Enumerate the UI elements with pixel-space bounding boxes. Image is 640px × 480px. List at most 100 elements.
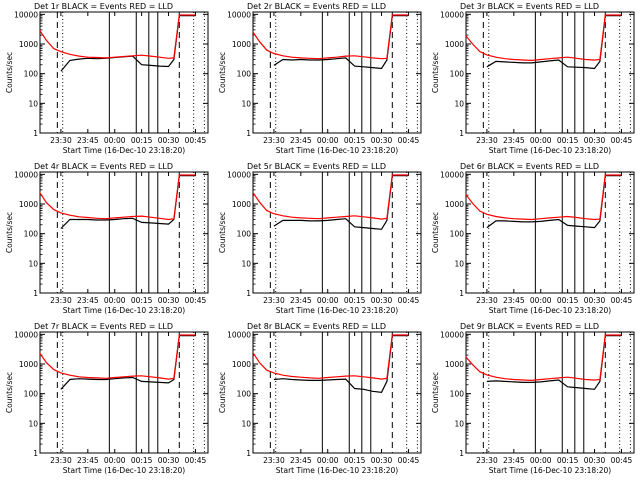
chart-panel-det-8r: Det 8r BLACK = Events RED = LLD 1 10 100 100…	[213, 320, 426, 480]
x-tick-label: 23:30	[263, 136, 285, 145]
series-line-events	[486, 175, 622, 229]
x-tick-label: 00:45	[611, 296, 633, 305]
x-tick-label: 00:30	[158, 296, 180, 305]
chart-panel-det-3r: Det 3r BLACK = Events RED = LLD 1 10 100 100…	[426, 0, 639, 160]
series-line-lld	[466, 14, 622, 62]
y-tick-label: 1000	[232, 40, 251, 49]
x-tick-label: 00:45	[185, 296, 207, 305]
x-tick-label: 00:00	[317, 296, 339, 305]
x-tick-label: 00:00	[530, 136, 552, 145]
x-tick-label: 00:00	[317, 456, 339, 465]
x-tick-label: 23:30	[476, 136, 498, 145]
x-tick-label: 00:30	[158, 456, 180, 465]
series-line-lld	[466, 334, 622, 382]
plot-frame	[465, 11, 635, 134]
x-tick-label: 00:30	[371, 136, 393, 145]
y-tick-label: 100	[450, 70, 465, 79]
y-tick-label: 1	[33, 289, 38, 298]
series-line-events	[486, 15, 622, 70]
x-axis-label: Start Time (16-Dec-10 23:18:20)	[489, 306, 611, 315]
y-tick-label: 10	[454, 99, 464, 108]
x-tick-label: 00:45	[398, 456, 420, 465]
chart-title: Det 8r BLACK = Events RED = LLD	[247, 322, 386, 331]
x-tick-label: 23:30	[476, 296, 498, 305]
chart-title: Det 1r BLACK = Events RED = LLD	[34, 2, 173, 11]
y-axis-label: Counts/sec	[218, 212, 227, 253]
x-tick-label: 23:45	[77, 136, 99, 145]
y-tick-label: 1000	[232, 200, 251, 209]
x-tick-label: 23:30	[50, 296, 72, 305]
x-tick-label: 23:45	[290, 456, 312, 465]
x-tick-label: 00:45	[185, 456, 207, 465]
chart-det-7r-svg: Det 7r BLACK = Events RED = LLD 1 10 100 100…	[5, 322, 209, 475]
y-tick-label: 100	[24, 230, 39, 239]
series-line-lld	[253, 334, 409, 380]
y-axis-label: Counts/sec	[431, 52, 440, 93]
x-axis-label: Start Time (16-Dec-10 23:18:20)	[63, 466, 185, 475]
plot-frame	[465, 331, 635, 454]
y-tick-label: 100	[450, 390, 465, 399]
y-axis-label: Counts/sec	[5, 372, 14, 413]
chart-panel-det-5r: Det 5r BLACK = Events RED = LLD 1 10 100 100…	[213, 160, 426, 320]
series-line-lld	[466, 174, 622, 221]
x-tick-label: 23:45	[290, 296, 312, 305]
series-line-events	[60, 175, 196, 229]
plot-frame	[465, 171, 635, 294]
y-tick-label: 10	[454, 259, 464, 268]
y-tick-label: 1	[246, 449, 251, 458]
chart-panel-det-1r: Det 1r BLACK = Events RED = LLD 1 10 100 100…	[0, 0, 213, 160]
x-tick-label: 00:00	[530, 456, 552, 465]
y-tick-label: 1000	[232, 360, 251, 369]
chart-panel-det-9r: Det 9r BLACK = Events RED = LLD 1 10 100 100…	[426, 320, 639, 480]
x-tick-label: 00:15	[131, 136, 153, 145]
y-tick-label: 100	[450, 230, 465, 239]
x-tick-label: 00:15	[557, 456, 579, 465]
x-tick-label: 00:15	[557, 296, 579, 305]
y-tick-label: 1	[459, 289, 464, 298]
plot-frame	[39, 171, 209, 294]
series-line-lld	[40, 334, 196, 380]
x-axis-label: Start Time (16-Dec-10 23:18:20)	[276, 306, 398, 315]
x-tick-label: 00:00	[317, 136, 339, 145]
series-line-events	[60, 335, 196, 390]
y-tick-label: 10000	[14, 170, 38, 179]
x-axis-label: Start Time (16-Dec-10 23:18:20)	[489, 146, 611, 155]
y-axis-label: Counts/sec	[218, 372, 227, 413]
x-axis-label: Start Time (16-Dec-10 23:18:20)	[276, 466, 398, 475]
y-tick-label: 100	[24, 390, 39, 399]
series-line-events	[273, 175, 409, 230]
x-tick-label: 23:30	[263, 296, 285, 305]
y-tick-label: 100	[237, 390, 252, 399]
x-tick-label: 23:30	[476, 456, 498, 465]
y-tick-label: 100	[237, 230, 252, 239]
x-tick-label: 00:30	[584, 296, 606, 305]
y-tick-label: 1	[246, 289, 251, 298]
y-tick-label: 10000	[14, 330, 38, 339]
chart-panel-det-4r: Det 4r BLACK = Events RED = LLD 1 10 100 100…	[0, 160, 213, 320]
x-tick-label: 00:15	[344, 456, 366, 465]
y-axis-label: Counts/sec	[431, 372, 440, 413]
y-tick-label: 10	[241, 259, 251, 268]
chart-title: Det 3r BLACK = Events RED = LLD	[460, 2, 599, 11]
chart-det-1r-svg: Det 1r BLACK = Events RED = LLD 1 10 100 100…	[5, 2, 209, 155]
series-line-lld	[40, 174, 196, 221]
y-tick-label: 10000	[227, 330, 251, 339]
y-tick-label: 10000	[440, 10, 464, 19]
y-tick-label: 1000	[19, 360, 38, 369]
y-tick-label: 10000	[227, 10, 251, 19]
chart-panel-det-2r: Det 2r BLACK = Events RED = LLD 1 10 100 100…	[213, 0, 426, 160]
y-tick-label: 10	[241, 99, 251, 108]
series-line-lld	[40, 14, 196, 59]
x-tick-label: 23:45	[290, 136, 312, 145]
chart-title: Det 6r BLACK = Events RED = LLD	[460, 162, 599, 171]
y-tick-label: 1000	[19, 40, 38, 49]
x-axis-label: Start Time (16-Dec-10 23:18:20)	[63, 306, 185, 315]
x-tick-label: 23:45	[503, 296, 525, 305]
x-tick-label: 23:45	[77, 456, 99, 465]
y-tick-label: 10	[28, 419, 38, 428]
chart-title: Det 9r BLACK = Events RED = LLD	[460, 322, 599, 331]
x-tick-label: 00:30	[371, 456, 393, 465]
y-tick-label: 10	[28, 259, 38, 268]
x-tick-label: 00:45	[611, 456, 633, 465]
x-tick-label: 00:00	[104, 456, 126, 465]
